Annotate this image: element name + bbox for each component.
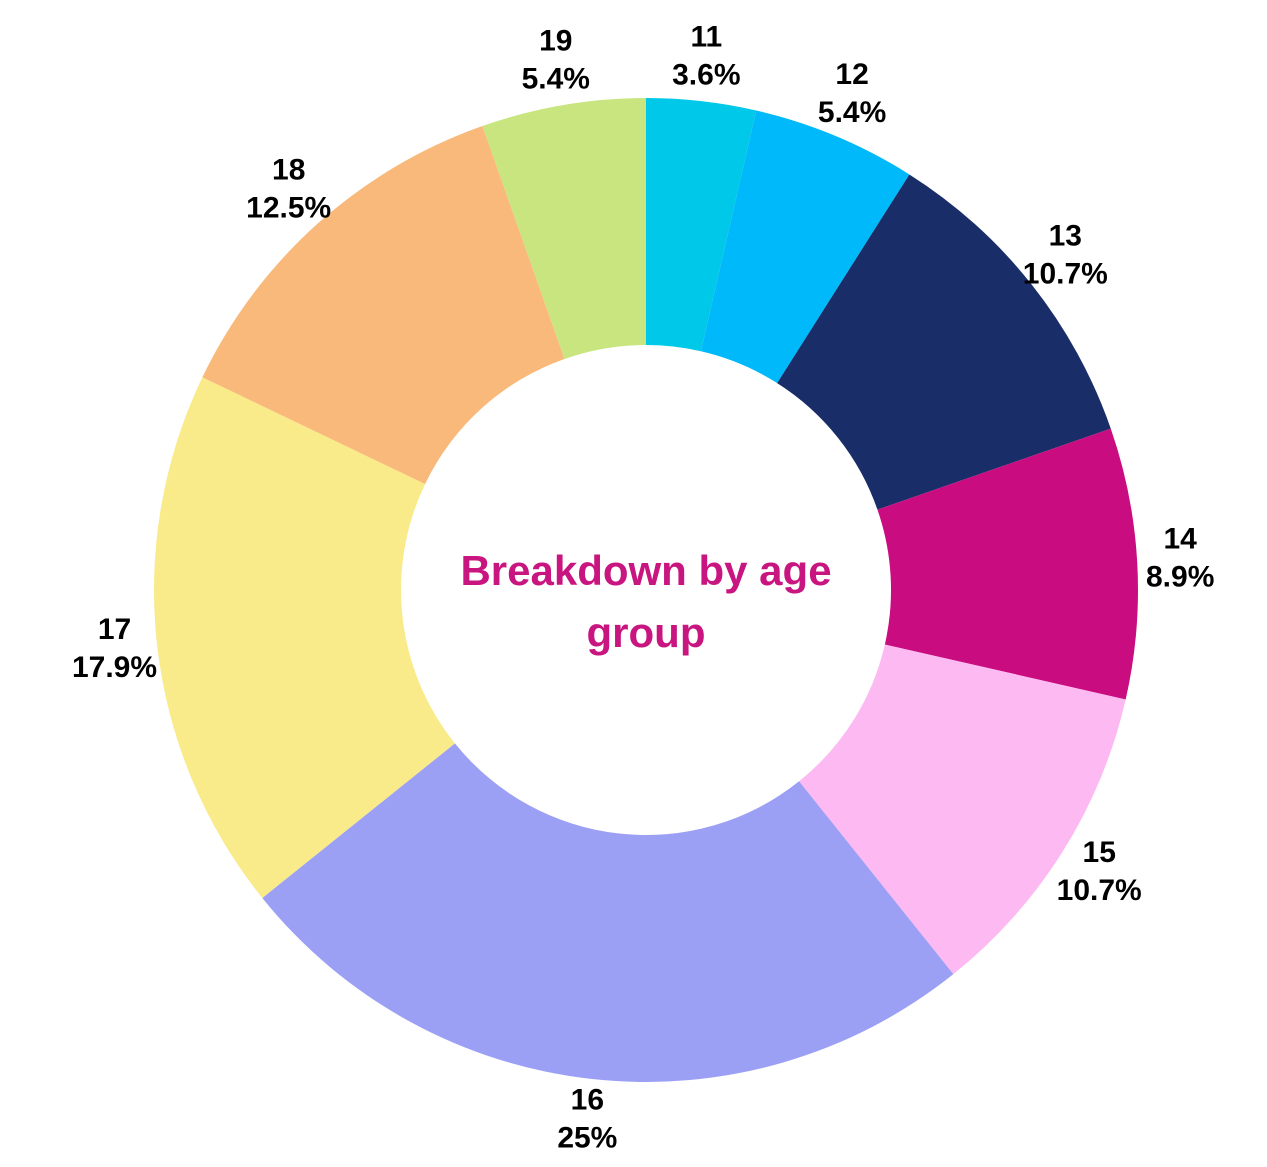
slice-value-label: 12.5% <box>246 192 331 225</box>
slice-category-label: 13 <box>1049 220 1082 253</box>
donut-slice <box>700 110 910 384</box>
donut-slice <box>777 174 1111 510</box>
slice-value-label: 5.4% <box>522 63 590 96</box>
slice-category-label: 11 <box>690 20 722 53</box>
donut-slice <box>877 428 1139 700</box>
slice-value-label: 25% <box>557 1122 617 1155</box>
slice-value-label: 8.9% <box>1146 561 1214 594</box>
chart-title: Breakdown by age group <box>460 547 832 656</box>
donut-slice <box>154 377 455 898</box>
slice-value-label: 10.7% <box>1057 874 1142 907</box>
slice-category-label: 17 <box>98 613 131 646</box>
slice-category-label: 18 <box>272 154 305 187</box>
donut-slice <box>482 98 646 359</box>
donut-slice <box>262 743 954 1082</box>
slice-category-label: 15 <box>1083 836 1116 869</box>
slice-value-label: 5.4% <box>818 96 886 129</box>
slice-category-label: 14 <box>1164 523 1198 556</box>
slice-value-label: 17.9% <box>72 651 157 684</box>
donut-slice <box>646 98 757 352</box>
slice-value-label: 3.6% <box>672 58 740 91</box>
slice-category-label: 16 <box>571 1084 604 1117</box>
slice-value-label: 10.7% <box>1023 258 1108 291</box>
slice-category-label: 12 <box>835 58 868 91</box>
donut-slice <box>799 644 1126 975</box>
slice-category-label: 19 <box>539 25 572 58</box>
donut-slice <box>202 125 565 485</box>
